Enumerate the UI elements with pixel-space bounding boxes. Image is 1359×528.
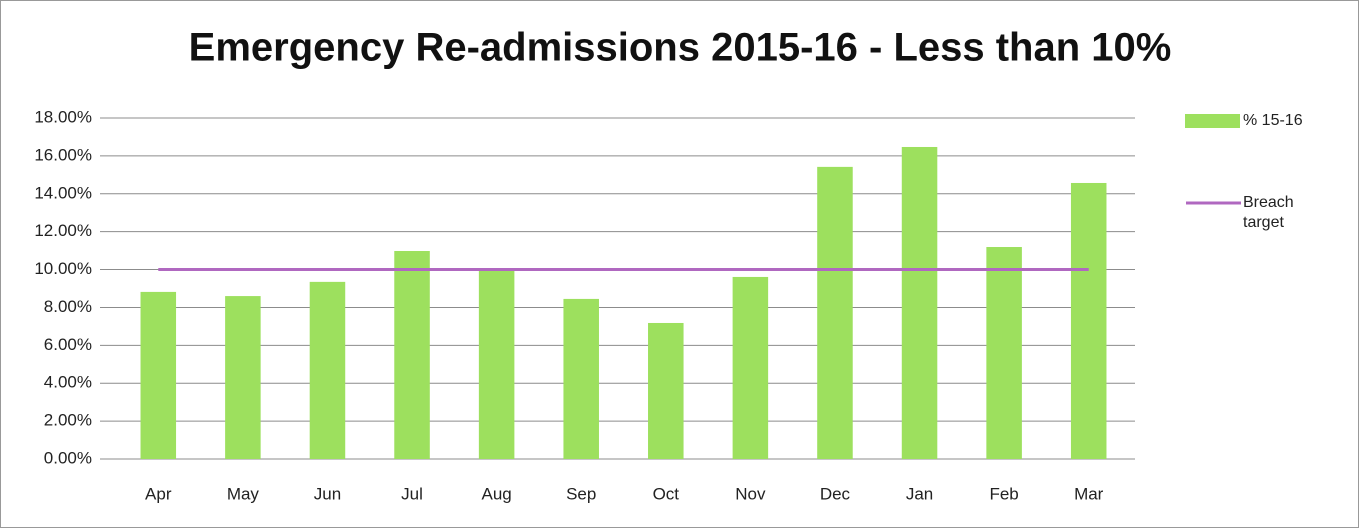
- bar: [1070, 182, 1107, 460]
- y-tick-label: 4.00%: [44, 373, 92, 392]
- chart-title: Emergency Re-admissions 2015-16 - Less t…: [189, 26, 1172, 70]
- bar: [140, 291, 177, 459]
- bar: [478, 270, 515, 459]
- x-tick-label: Dec: [820, 484, 851, 503]
- x-tick-label: Apr: [145, 484, 172, 503]
- bar: [901, 146, 938, 460]
- y-tick-label: 12.00%: [34, 221, 92, 240]
- y-tick-label: 8.00%: [44, 297, 92, 316]
- bar: [394, 250, 430, 459]
- legend-label: Breach target: [1243, 194, 1294, 231]
- x-tick-label: Aug: [482, 484, 512, 503]
- x-tick-label: Jan: [906, 484, 933, 503]
- x-tick-label: Nov: [735, 484, 766, 503]
- bar: [817, 166, 853, 460]
- y-tick-label: 14.00%: [34, 183, 92, 202]
- y-tick-label: 2.00%: [44, 411, 92, 430]
- bar: [986, 247, 1022, 459]
- bar: [648, 322, 684, 459]
- x-tick-label: Oct: [653, 484, 680, 503]
- y-tick-label: 6.00%: [44, 335, 92, 354]
- bar: [732, 276, 769, 459]
- x-tick-label: Sep: [566, 484, 596, 503]
- y-tick-label: 10.00%: [34, 259, 92, 278]
- x-tick-label: Mar: [1074, 484, 1104, 503]
- legend-swatch: [1185, 114, 1240, 128]
- bar: [563, 298, 599, 459]
- bar: [309, 281, 346, 459]
- y-tick-label: 16.00%: [34, 145, 92, 164]
- x-tick-label: May: [227, 484, 260, 503]
- legend-label: % 15-16: [1243, 112, 1303, 129]
- x-tick-label: Feb: [989, 484, 1018, 503]
- y-tick-label: 0.00%: [44, 448, 92, 467]
- y-tick-label: 18.00%: [34, 107, 92, 126]
- x-tick-label: Jun: [314, 484, 341, 503]
- bar: [225, 296, 261, 459]
- x-tick-label: Jul: [401, 484, 423, 503]
